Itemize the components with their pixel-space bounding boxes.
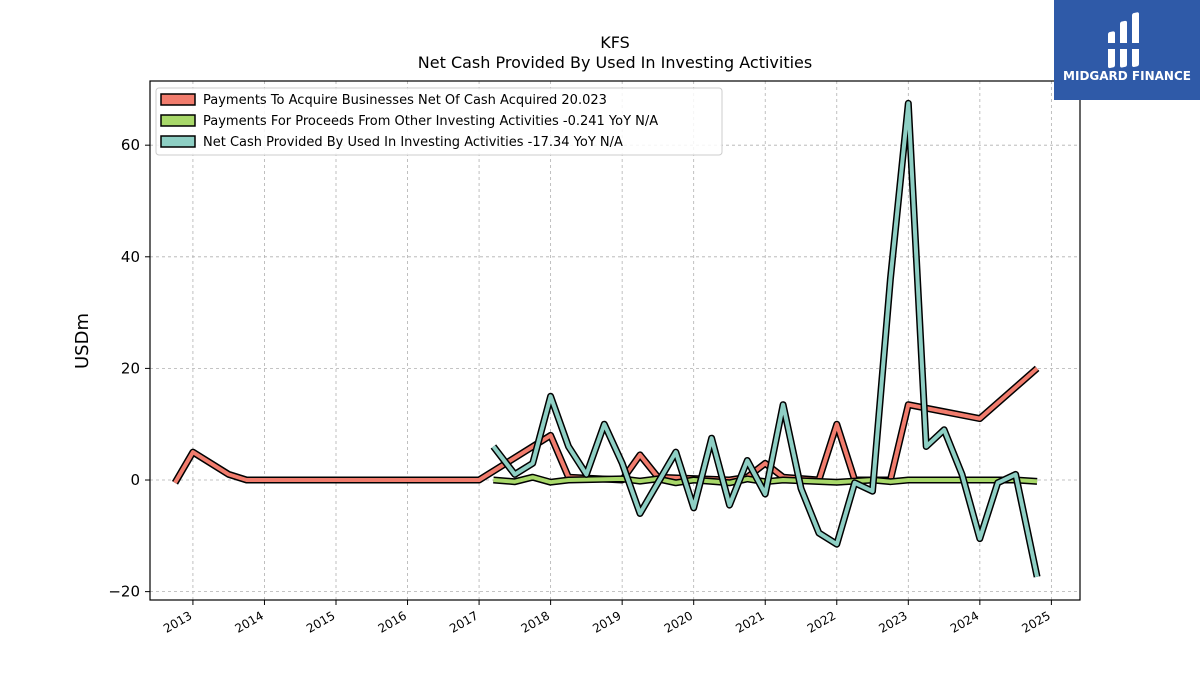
legend-label: Payments To Acquire Businesses Net Of Ca…	[203, 93, 607, 108]
y-axis-label: USDm	[72, 313, 93, 369]
y-tick-label: 40	[121, 248, 140, 266]
legend-swatch	[160, 135, 196, 148]
chart-title: KFS	[600, 33, 630, 52]
y-tick-label: 60	[121, 136, 140, 154]
series-line	[491, 101, 1040, 578]
gridlines	[150, 81, 1080, 600]
legend-entry: Net Cash Provided By Used In Investing A…	[160, 135, 623, 150]
y-tick-label: −20	[108, 583, 140, 601]
y-tick-label: 0	[130, 471, 140, 489]
legend-swatch	[160, 114, 196, 127]
midgard-finance-logo: MIDGARD FINANCE	[1054, 0, 1200, 100]
legend-swatch	[160, 93, 196, 106]
logo-mark-icon	[1106, 12, 1142, 69]
legend-label: Payments For Proceeds From Other Investi…	[203, 114, 658, 129]
legend-entry: Payments To Acquire Businesses Net Of Ca…	[160, 93, 607, 108]
plot-frame	[149, 80, 1081, 601]
series-line	[493, 475, 1038, 485]
legend: Payments To Acquire Businesses Net Of Ca…	[155, 87, 723, 156]
legend-box	[155, 87, 723, 156]
logo-text: MIDGARD FINANCE	[1063, 69, 1191, 83]
series-layer	[171, 99, 1041, 578]
y-axis-ticks: −20 0 20 40 60	[108, 136, 150, 601]
chart-subtitle: Net Cash Provided By Used In Investing A…	[418, 53, 812, 72]
legend-label: Net Cash Provided By Used In Investing A…	[203, 135, 623, 150]
legend-entry: Payments For Proceeds From Other Investi…	[160, 114, 658, 129]
y-tick-label: 20	[121, 359, 140, 377]
